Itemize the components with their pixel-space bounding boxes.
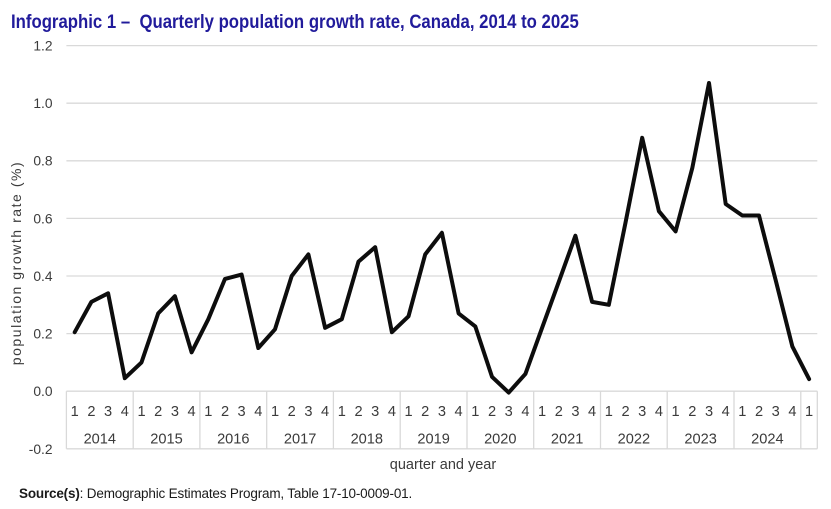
svg-text:4: 4 [788,404,796,420]
svg-text:2: 2 [288,404,296,420]
svg-text:3: 3 [438,404,446,420]
svg-text:2022: 2022 [618,432,650,448]
svg-text:1: 1 [538,404,546,420]
svg-text:4: 4 [588,404,596,420]
svg-text:1: 1 [404,404,412,420]
svg-text:4: 4 [121,404,129,420]
svg-text:1: 1 [471,404,479,420]
svg-text:1.2: 1.2 [33,39,52,54]
svg-text:2: 2 [621,404,629,420]
svg-text:1: 1 [71,404,79,420]
svg-text:2: 2 [421,404,429,420]
svg-text:1: 1 [738,404,746,420]
svg-text:2021: 2021 [551,432,583,448]
svg-text:2023: 2023 [684,432,716,448]
svg-text:2017: 2017 [284,432,316,448]
svg-text:1: 1 [672,404,680,420]
svg-text:2: 2 [221,404,229,420]
svg-text:2018: 2018 [351,432,383,448]
svg-text:3: 3 [104,404,112,420]
svg-text:1: 1 [338,404,346,420]
svg-text:4: 4 [521,404,529,420]
svg-text:1: 1 [137,404,145,420]
svg-text:1: 1 [204,404,212,420]
svg-text:2: 2 [555,404,563,420]
svg-text:3: 3 [304,404,312,420]
svg-text:4: 4 [188,404,196,420]
svg-text:2016: 2016 [217,432,249,448]
svg-text:1: 1 [605,404,613,420]
svg-text:2: 2 [154,404,162,420]
svg-text:3: 3 [371,404,379,420]
svg-text:0.6: 0.6 [33,211,53,226]
svg-text:4: 4 [455,404,463,420]
svg-text:0.8: 0.8 [33,154,53,169]
svg-text:1: 1 [271,404,279,420]
svg-text:3: 3 [772,404,780,420]
svg-text:1: 1 [805,404,813,420]
svg-text:0.2: 0.2 [33,327,52,342]
svg-text:3: 3 [238,404,246,420]
svg-text:4: 4 [388,404,396,420]
svg-text:4: 4 [321,404,329,420]
svg-text:3: 3 [638,404,646,420]
svg-text:2: 2 [354,404,362,420]
svg-text:2: 2 [87,404,95,420]
svg-text:2019: 2019 [417,432,449,448]
svg-text:1.0: 1.0 [33,96,53,111]
svg-text:4: 4 [722,404,730,420]
svg-text:3: 3 [505,404,513,420]
svg-text:2: 2 [488,404,496,420]
svg-text:2: 2 [688,404,696,420]
svg-text:3: 3 [705,404,713,420]
svg-text:2014: 2014 [84,432,116,448]
svg-text:4: 4 [254,404,262,420]
svg-text:0.4: 0.4 [33,269,53,284]
svg-text:3: 3 [571,404,579,420]
svg-text:2024: 2024 [751,432,783,448]
svg-text:2020: 2020 [484,432,516,448]
svg-text:0.0: 0.0 [33,384,53,399]
svg-text:-0.2: -0.2 [29,442,53,457]
svg-text:3: 3 [171,404,179,420]
svg-text:2015: 2015 [150,432,182,448]
svg-text:2: 2 [755,404,763,420]
svg-text:4: 4 [655,404,663,420]
